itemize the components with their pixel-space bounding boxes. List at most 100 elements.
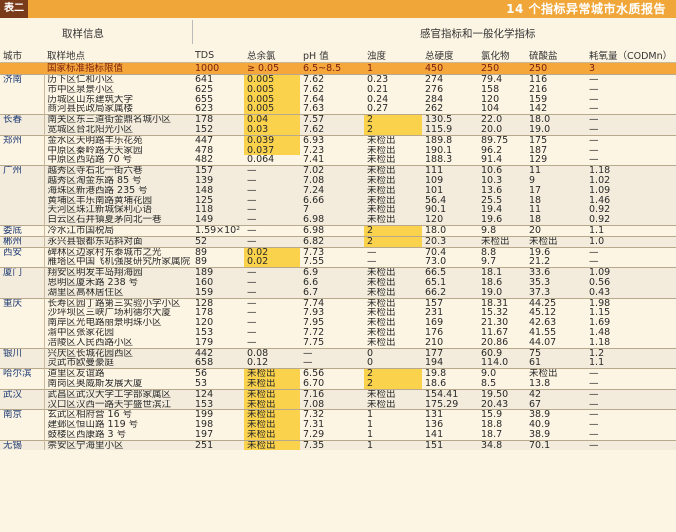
value-cell: 61 [526, 358, 586, 369]
city-cell [0, 155, 45, 166]
value-cell: 10.3 [478, 175, 526, 186]
value-cell: 66.5 [422, 267, 478, 278]
value-cell: 7.08 [300, 399, 364, 410]
value-cell: 56.4 [422, 195, 478, 206]
value-cell: 18.0 [422, 224, 478, 237]
value-cell: 未检出 [364, 287, 422, 299]
value-cell: 118 [192, 205, 244, 216]
value-cell: — [244, 165, 300, 176]
standard-value: 6.5~8.5 [300, 62, 364, 75]
value-cell: — [247, 318, 257, 328]
value-cell: 1.2 [586, 347, 676, 359]
table-row: 银川 兴庆区长城花园西区 442 0.08—0 177 60.9 75 1.2 [0, 347, 676, 359]
group-indicators: 感官指标和一般化学指标 [420, 28, 536, 40]
table-row: 武汉 武昌区武汉大学工学部家属区 124 未检出 7.16 未检出 154.41 19.50 4… [0, 388, 676, 400]
value-cell: 231 [425, 308, 444, 319]
value-cell: 7.93 [303, 308, 325, 319]
table-row: 娄底 冷水江市国税局 1.59×10² —6.98 2 18.0 9.8 20 1.1 [0, 224, 676, 237]
city-cell [0, 195, 45, 206]
value-cell: 0.12 [244, 358, 300, 369]
city-cell [0, 327, 45, 338]
value-cell: 7.24 [300, 185, 364, 196]
value-cell: 9 [526, 175, 586, 186]
value-cell: 17 [526, 185, 586, 196]
city-cell: 无锡 [0, 439, 45, 451]
value-cell: 7.35 [300, 439, 364, 451]
table-row: 涪陵区人民西路小区 179 — 7.75 未检出 210 20.86 44.07 1.18 [0, 337, 676, 349]
value-cell: 141 [425, 429, 444, 440]
water-quality-table: 城市 取样地点 TDS 总余氯 pH 值浊度 总硬度 氯化物 硫酸盐 耗氧量（CODMn） 国家… [0, 48, 676, 451]
city-cell: 济南 [0, 73, 45, 85]
city-cell [0, 205, 45, 216]
value-cell: 2 [364, 124, 422, 136]
group-divider [192, 20, 193, 44]
city-cell: 厦门 [0, 267, 45, 278]
value-cell: 19.4 [478, 205, 526, 216]
value-cell: 9.0 [478, 368, 526, 379]
table-row: 无锡 崇安区宁海里小区 251 未检出 7.35 1 151 34.8 70.1— [0, 439, 676, 451]
value-cell: 0.02 [244, 246, 300, 258]
location-cell: 湖里区高林居住区 [44, 287, 192, 299]
value-cell: 251 [192, 439, 244, 451]
city-cell [0, 318, 45, 328]
value-cell: 65.1 [422, 277, 478, 288]
value-cell: 7.74 [300, 297, 364, 309]
value-cell: 20.0 [478, 124, 526, 136]
value-cell: 7.57 [300, 114, 364, 125]
standard-label: 国家标准指标限值 [44, 62, 192, 75]
city-cell: 娄底 [0, 224, 45, 237]
location-cell: 兴庆区长城花园西区 [44, 347, 192, 359]
value-cell: 6.7 [300, 287, 364, 299]
value-cell: 未检出 [364, 388, 422, 400]
value-cell: 未检出 [367, 318, 396, 328]
location-cell: 灵武市欧曼豪庭 [44, 358, 192, 369]
value-cell: 199 [192, 409, 244, 421]
column-header: 氯化物 [478, 48, 526, 63]
column-header: pH 值 [300, 48, 364, 63]
value-cell: — [589, 104, 599, 115]
value-cell: 未检出 [244, 388, 300, 400]
location-cell: 碑林区边家村东泰城市之光 [44, 246, 192, 258]
value-cell: 7.63 [303, 104, 325, 115]
standard-value: 3 [586, 62, 676, 75]
value-cell: 未检出 [367, 308, 396, 319]
value-cell: 216 [529, 84, 548, 95]
value-cell: 19.50 [478, 388, 526, 400]
city-cell: 武汉 [0, 388, 45, 400]
value-cell: 152 [192, 124, 244, 136]
column-header: TDS [192, 48, 244, 63]
value-cell: 1.1 [586, 358, 676, 369]
table-row: 灵武市欧曼豪庭 658 0.12—0 194 114.0 61 1.1 [0, 358, 676, 369]
value-cell: — [244, 175, 300, 186]
value-cell: 1 [364, 409, 422, 421]
value-cell: 114.0 [478, 358, 526, 369]
table-row: 历城区山东建筑大学 655 0.005 7.64 0.24 284 120 159 — [0, 94, 676, 105]
value-cell: — [244, 215, 300, 226]
value-cell: 未检出 [367, 327, 396, 338]
location-cell: 白云区石井镇夏茅向北一巷 [44, 215, 192, 226]
standard-value [0, 62, 44, 75]
value-cell: 115.9 [422, 124, 478, 136]
value-cell: — [244, 205, 300, 216]
table-row: 长春 南关区东三道街金鼎名城小区 178 0.04 7.57 2 130.5 22.0 18.0… [0, 114, 676, 125]
value-cell: 18.6 [425, 378, 447, 389]
value-cell: 142 [529, 104, 548, 115]
value-cell: 11 [526, 165, 586, 176]
table-row: 哈尔滨 道里区友谊路 56 未检出 6.56 2 19.8 9.0 未检出 — [0, 368, 676, 379]
value-cell: 447 [192, 134, 244, 146]
location-cell: 黄埔区丰乐南路黄埔花园 [44, 195, 192, 206]
value-cell: 1.02 [586, 175, 676, 186]
value-cell: 109 [422, 175, 478, 186]
location-cell: 长寿区园丁路第三实验小学小区 [44, 297, 192, 309]
standard-value: 1000 [192, 62, 244, 75]
value-cell: 658 [192, 358, 244, 369]
value-cell: 210 [425, 337, 444, 348]
location-cell: 市中区泉景小区 [47, 84, 115, 95]
city-cell [0, 104, 45, 115]
city-cell [0, 287, 45, 299]
value-cell: 19.0 [526, 124, 586, 136]
table-row: 商河县民政局家属楼 623 0.005 7.63 0.27 262 104 142 — [0, 104, 676, 115]
location-cell: 南关区东三道街金鼎名城小区 [44, 114, 192, 125]
value-cell: 7.95 [303, 318, 325, 328]
value-cell: 190.1 [425, 145, 453, 156]
